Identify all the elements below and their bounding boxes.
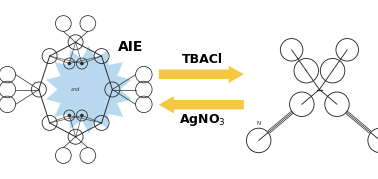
Polygon shape [46,46,132,133]
Text: AgNO$_3$: AgNO$_3$ [179,112,226,128]
Circle shape [68,62,71,65]
Polygon shape [159,96,244,113]
Circle shape [80,114,84,117]
Circle shape [80,62,84,65]
Polygon shape [159,66,244,83]
Circle shape [68,114,71,117]
Text: AIE: AIE [118,40,143,54]
Text: N: N [257,121,261,126]
Text: and: and [71,87,80,92]
Text: TBACl: TBACl [182,53,223,66]
